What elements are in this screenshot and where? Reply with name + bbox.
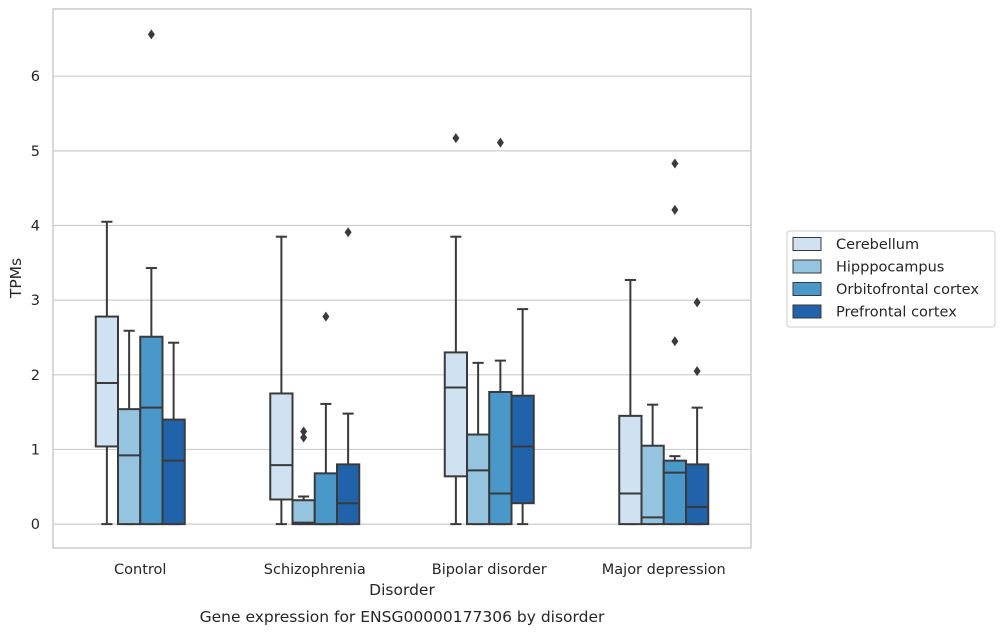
box-0-1 bbox=[269, 235, 294, 526]
box-2-3 bbox=[662, 158, 687, 526]
outlier-point bbox=[496, 137, 504, 148]
box-1-0 bbox=[117, 329, 142, 526]
y-tick-labels: 0 1 2 3 4 5 6 bbox=[31, 69, 40, 533]
y-tick-label-1: 1 bbox=[31, 442, 40, 458]
box-0-2 bbox=[443, 133, 469, 526]
legend-swatch-1 bbox=[792, 259, 822, 274]
box-2-2 bbox=[488, 137, 513, 526]
outlier-point bbox=[693, 297, 701, 308]
boxes bbox=[94, 29, 710, 526]
y-tick-label-5: 5 bbox=[31, 144, 40, 160]
y-tick-label-6: 6 bbox=[31, 69, 40, 85]
box-body bbox=[269, 392, 294, 501]
legend-label-3: Prefrontal cortex bbox=[836, 305, 957, 321]
box-body bbox=[94, 315, 120, 448]
legend-swatch-2 bbox=[792, 282, 822, 296]
box-body bbox=[684, 463, 710, 526]
x-tick-labels: Control Schizophrenia Bipolar disorder Majo… bbox=[114, 562, 726, 578]
box-0-0 bbox=[94, 220, 120, 526]
x-tick-label: Control bbox=[114, 562, 166, 578]
box-body bbox=[313, 472, 338, 526]
outlier-point bbox=[671, 158, 679, 169]
legend-label-1: Hipppocampus bbox=[836, 260, 944, 276]
outlier-point bbox=[671, 204, 679, 215]
box-3-1 bbox=[335, 227, 361, 526]
box-3-2 bbox=[510, 308, 535, 526]
box-body bbox=[640, 444, 665, 526]
box-body bbox=[488, 390, 513, 526]
x-tick-label: Bipolar disorder bbox=[432, 562, 547, 578]
legend-swatch-3 bbox=[792, 304, 822, 319]
y-axis-label: TPMs bbox=[7, 258, 25, 299]
box-body bbox=[117, 408, 142, 526]
box-3-0 bbox=[161, 341, 186, 526]
outlier-point bbox=[147, 29, 155, 40]
y-tick-label-2: 2 bbox=[31, 368, 40, 384]
box-body bbox=[662, 459, 687, 526]
y-tick-label-3: 3 bbox=[31, 293, 40, 309]
outlier-point bbox=[300, 432, 308, 443]
chart-caption: Gene expression for ENSG00000177306 by d… bbox=[200, 608, 605, 626]
legend-label-2: Orbitofrontal cortex bbox=[836, 282, 979, 298]
legend-swatch-0 bbox=[792, 237, 822, 251]
outlier-point bbox=[671, 336, 679, 347]
outlier-point bbox=[452, 133, 460, 144]
box-2-1 bbox=[313, 311, 338, 526]
box-1-3 bbox=[640, 403, 665, 526]
outlier-point bbox=[322, 311, 330, 322]
outlier-point bbox=[693, 366, 701, 377]
x-axis-label: Disorder bbox=[369, 581, 435, 599]
outlier-point bbox=[344, 227, 352, 238]
box-body bbox=[510, 394, 535, 505]
plot-frame bbox=[52, 8, 752, 549]
box-1-1 bbox=[291, 426, 316, 526]
box-0-3 bbox=[618, 278, 643, 526]
y-tick-label-0: 0 bbox=[31, 517, 40, 533]
box-body bbox=[618, 414, 643, 526]
box-1-2 bbox=[466, 361, 491, 526]
legend-label-0: Cerebellum bbox=[836, 237, 919, 253]
x-tick-label: Major depression bbox=[602, 562, 726, 578]
box-body bbox=[466, 433, 491, 526]
box-body bbox=[161, 418, 186, 526]
box-body bbox=[443, 351, 469, 478]
legend: Cerebellum Hipppocampus Orbitofrontal cort… bbox=[786, 230, 996, 328]
box-2-0 bbox=[139, 29, 164, 526]
box-3-3 bbox=[684, 297, 710, 526]
box-body bbox=[291, 499, 316, 526]
x-tick-label: Schizophrenia bbox=[264, 562, 366, 578]
outlier-point bbox=[300, 426, 308, 437]
legend-frame bbox=[786, 230, 996, 328]
box-body bbox=[139, 335, 164, 526]
box-body bbox=[335, 463, 361, 526]
y-tick-label-4: 4 bbox=[31, 218, 40, 234]
